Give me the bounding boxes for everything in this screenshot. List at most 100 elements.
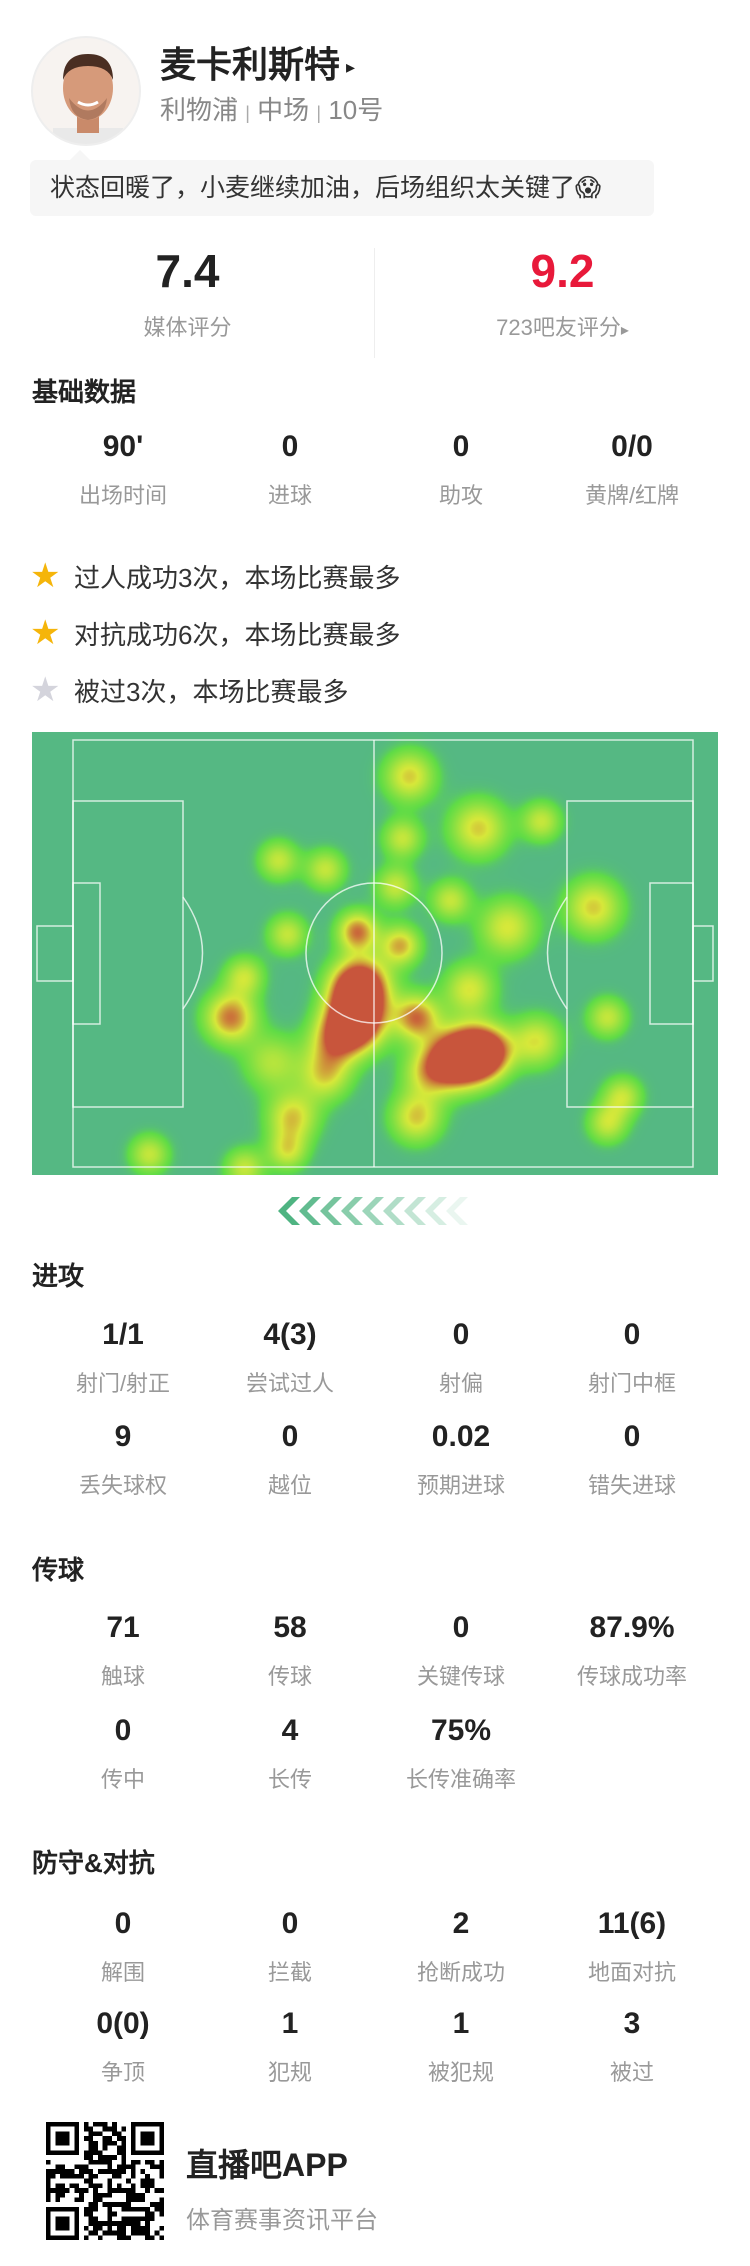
pitch-lines (36, 739, 714, 1168)
stat-value: 11(6) (597, 1907, 667, 1940)
stat-item: 0/0 黄牌/红牌 (546, 430, 718, 510)
stat-label: 尝试过人 (245, 1371, 334, 1396)
stat-label: 丢失球权 (78, 1473, 167, 1498)
star-silver-icon: ★ (30, 671, 61, 709)
chevron-left-icon (299, 1197, 321, 1225)
stat-item: 58 传球 (204, 1611, 376, 1691)
chevron-left-icon (404, 1197, 426, 1225)
highlight-item: ★ 对抗成功6次，本场比赛最多 (30, 614, 401, 652)
heatmap (32, 732, 718, 1175)
stat-label: 进球 (267, 483, 312, 508)
stat-value: 58 (273, 1611, 307, 1644)
stat-label: 黄牌/红牌 (584, 483, 680, 508)
stat-item: 0 助攻 (375, 430, 547, 510)
stat-value: 0 (281, 1420, 299, 1453)
stat-label: 射偏 (438, 1371, 483, 1396)
stat-item: 9 丢失球权 (37, 1420, 209, 1500)
qr-code[interactable] (46, 2122, 164, 2240)
stat-label: 关键传球 (416, 1664, 505, 1689)
stat-label: 传中 (100, 1767, 145, 1792)
heatmap-density (32, 732, 718, 1175)
stat-label: 触球 (100, 1664, 145, 1689)
stat-label: 错失进球 (587, 1473, 676, 1498)
stat-item: 1/1 射门/射正 (37, 1318, 209, 1398)
chevron-left-icon (320, 1197, 342, 1225)
section-title-attack: 进攻 (32, 1261, 85, 1291)
stat-value: 90' (102, 430, 144, 463)
app-tagline: 体育赛事资讯平台 (186, 2207, 378, 2234)
section-title-basic: 基础数据 (32, 377, 137, 407)
chevron-left-icon (341, 1197, 363, 1225)
stat-label: 传球成功率 (576, 1664, 687, 1689)
stat-item: 0.02 预期进球 (375, 1420, 547, 1500)
stat-value: 0/0 (611, 430, 653, 463)
divider (374, 248, 375, 358)
chevron-left-icon (425, 1197, 447, 1225)
attack-direction-arrows (278, 1197, 468, 1225)
stat-label: 射门中框 (587, 1371, 676, 1396)
stat-value: 2 (452, 1907, 470, 1940)
stat-item: 90' 出场时间 (37, 430, 209, 510)
chevron-left-icon (278, 1197, 300, 1225)
stat-item: 0(0) 争顶 (37, 2007, 209, 2087)
stat-item: 0 进球 (204, 430, 376, 510)
arrow-right-icon: ▸ (346, 56, 356, 77)
stat-value: 71 (106, 1611, 140, 1644)
stat-item: 0 错失进球 (546, 1420, 718, 1500)
stat-label: 拦截 (267, 1960, 312, 1985)
arrow-right-icon: ▸ (620, 322, 629, 339)
stat-item: 0 拦截 (204, 1907, 376, 1987)
comment-bubble: 状态回暖了，小麦继续加油，后场组织太关键了😱 (30, 150, 654, 216)
stat-label: 预期进球 (416, 1473, 505, 1498)
stat-value: 1/1 (102, 1318, 144, 1351)
star-gold-icon: ★ (30, 614, 61, 652)
section-title-passing: 传球 (32, 1555, 85, 1585)
stat-item: 71 触球 (37, 1611, 209, 1691)
stat-item: 3 被过 (546, 2007, 718, 2087)
stat-item: 75% 长传准确率 (375, 1714, 547, 1794)
stat-value: 1 (281, 2007, 299, 2040)
fan-rating-link[interactable]: 723吧友评分▸ (496, 315, 629, 340)
chevron-left-icon (362, 1197, 384, 1225)
stat-label: 抢断成功 (416, 1960, 505, 1985)
stat-label: 传球 (267, 1664, 312, 1689)
stat-item: 4(3) 尝试过人 (204, 1318, 376, 1398)
stat-value: 0 (452, 1611, 470, 1644)
stat-item: 87.9% 传球成功率 (546, 1611, 718, 1691)
stat-value: 0 (281, 1907, 299, 1940)
stat-value: 75% (430, 1714, 492, 1747)
stat-value: 0.02 (431, 1420, 491, 1453)
player-avatar[interactable] (31, 36, 141, 146)
highlight-item: ★ 过人成功3次，本场比赛最多 (30, 557, 401, 595)
player-name[interactable]: 麦卡利斯特 ▸ (160, 44, 356, 85)
stat-label: 被过 (609, 2060, 654, 2085)
stat-value: 0 (623, 1318, 641, 1351)
stat-item: 0 射门中框 (546, 1318, 718, 1398)
app-name: 直播吧APP (186, 2147, 348, 2183)
stat-value: 0 (452, 1318, 470, 1351)
stat-value: 0(0) (96, 2007, 150, 2040)
stat-value: 0 (623, 1420, 641, 1453)
stat-label: 犯规 (267, 2060, 312, 2085)
stat-item: 0 解围 (37, 1907, 209, 1987)
stat-label: 助攻 (438, 483, 483, 508)
shocked-emoji-icon: 😱 (575, 174, 602, 202)
stat-value: 0 (114, 1907, 132, 1940)
chevron-left-icon (383, 1197, 405, 1225)
chevron-left-icon (446, 1197, 468, 1225)
stat-value: 9 (114, 1420, 132, 1453)
stat-value: 4(3) (263, 1318, 317, 1351)
stat-item: 1 犯规 (204, 2007, 376, 2087)
fan-rating: 9.2 (530, 245, 595, 297)
player-photo (53, 54, 123, 144)
stat-label: 争顶 (100, 2060, 145, 2085)
stat-label: 出场时间 (78, 483, 167, 508)
highlight-item: ★ 被过3次，本场比赛最多 (30, 671, 349, 709)
stat-label: 长传 (267, 1767, 312, 1792)
stat-label: 被犯规 (427, 2060, 494, 2085)
stat-value: 4 (281, 1714, 299, 1747)
stat-label: 解围 (100, 1960, 145, 1985)
stat-item: 0 越位 (204, 1420, 376, 1500)
media-rating: 7.4 (155, 245, 220, 297)
stat-value: 87.9% (589, 1611, 675, 1644)
